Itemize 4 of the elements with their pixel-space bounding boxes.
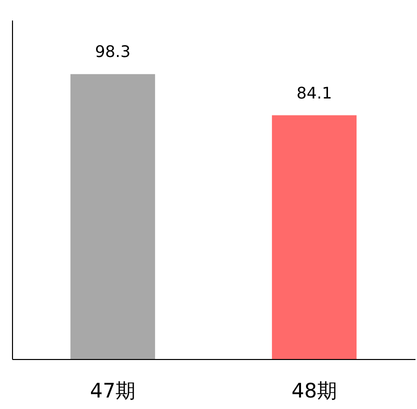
data-label: 98.3	[94, 42, 131, 62]
x-tick-label: 47期	[90, 378, 136, 402]
x-tick-label: 48期	[292, 378, 337, 402]
data-label: 84.1	[296, 83, 332, 102]
